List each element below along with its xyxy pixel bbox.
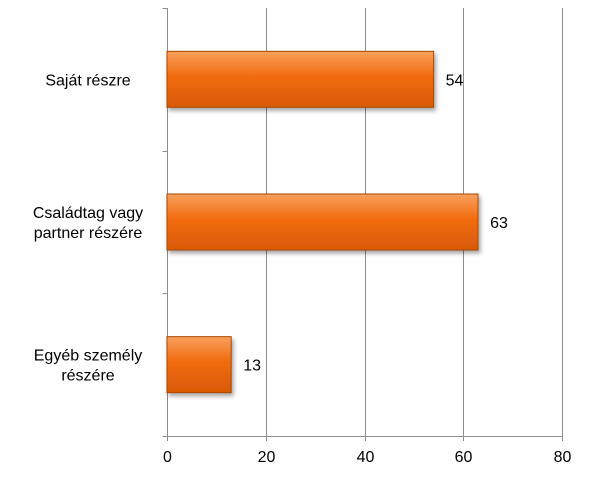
category-label-line: partner részére xyxy=(34,225,143,242)
x-tick-label-0: 0 xyxy=(163,449,172,466)
category-label-line: Egyéb személy xyxy=(34,348,143,365)
x-tick-label-20: 20 xyxy=(258,449,276,466)
data-label-0: 54 xyxy=(446,72,464,89)
category-label-line: részére xyxy=(61,368,114,385)
category-label-2: Egyéb személy részére xyxy=(34,348,143,385)
category-label-line: Családtag vagy xyxy=(33,205,143,222)
data-label-1: 63 xyxy=(490,215,508,232)
x-tick-label-80: 80 xyxy=(554,449,572,466)
x-tick-label-60: 60 xyxy=(455,449,473,466)
bar-2 xyxy=(166,336,232,394)
category-label-1: Családtag vagy partner részére xyxy=(33,205,143,242)
category-label-0: Saját részre xyxy=(45,72,130,89)
bar-0 xyxy=(166,50,435,108)
x-tick-label-40: 40 xyxy=(357,449,375,466)
data-label-2: 13 xyxy=(243,358,261,375)
labels: 0 20 40 60 80 54 Saját részre 63 Családtag vagy p… xyxy=(33,72,572,466)
bars xyxy=(166,50,479,394)
category-label-line: Saját részre xyxy=(45,72,130,89)
bar-1 xyxy=(166,193,479,251)
